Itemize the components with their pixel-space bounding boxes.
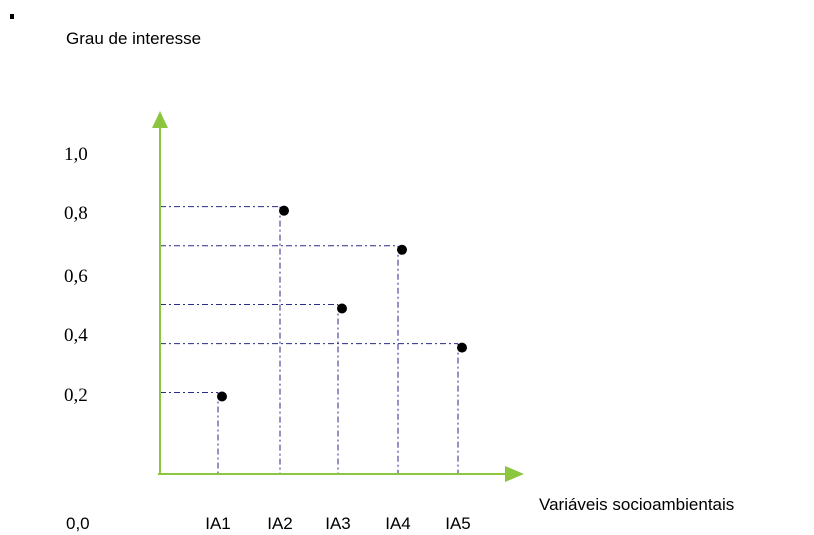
x-tick-labels: IA1 IA2 IA3 IA4 IA5 <box>205 514 471 533</box>
data-point <box>457 342 467 353</box>
y-tick-label: 0,8 <box>64 203 88 224</box>
x-axis-arrowhead <box>505 466 524 482</box>
data-point <box>397 244 407 255</box>
y-tick-labels: 0,2 0,4 0,6 0,8 1,0 <box>64 144 88 406</box>
y-axis-title: Grau de interesse <box>66 29 201 48</box>
data-point <box>337 303 347 314</box>
y-tick-label: 1,0 <box>64 144 88 165</box>
x-tick-label: IA3 <box>325 514 351 533</box>
x-axis-title: Variáveis socioambientais <box>539 495 734 514</box>
x-tick-label: IA4 <box>385 514 411 533</box>
y-tick-label: 0,2 <box>64 385 88 406</box>
x-tick-label: IA5 <box>445 514 471 533</box>
x-tick-label: IA1 <box>205 514 231 533</box>
y-tick-label: 0,6 <box>64 266 88 287</box>
y-tick-label: 0,4 <box>64 325 88 346</box>
y-axis-arrowhead <box>152 111 168 128</box>
data-points <box>217 205 467 402</box>
data-point <box>217 391 227 402</box>
x-tick-label: IA2 <box>267 514 293 533</box>
data-point <box>279 205 289 216</box>
guide-lines <box>160 206 459 474</box>
bullet-marker <box>10 14 14 19</box>
origin-label: 0,0 <box>66 514 90 533</box>
